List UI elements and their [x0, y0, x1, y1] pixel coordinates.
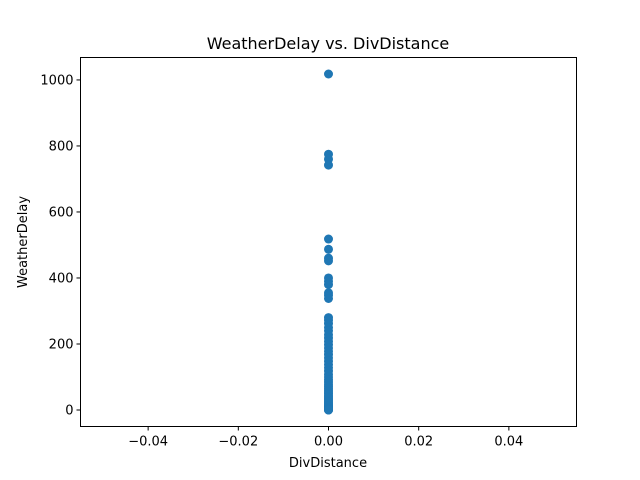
y-axis: 0 200 400 600 800 1000 — [40, 73, 81, 418]
y-tick-label: 1000 — [40, 73, 73, 88]
y-tick-label: 200 — [49, 337, 74, 352]
x-tick-label: 0.02 — [404, 435, 433, 450]
x-axis-label: DivDistance — [289, 456, 367, 471]
scatter-point — [324, 256, 333, 266]
x-tick-label: 0.04 — [494, 435, 523, 450]
y-tick-label: 0 — [65, 403, 73, 418]
scatter-point — [324, 244, 333, 254]
chart-title: WeatherDelay vs. DivDistance — [207, 34, 450, 53]
scatter-point — [324, 160, 333, 170]
x-axis: −0.04 −0.02 0.00 0.02 0.04 — [128, 426, 523, 450]
scatter-point — [324, 234, 333, 244]
x-tick-label: −0.02 — [218, 435, 258, 450]
y-tick-label: 400 — [49, 271, 74, 286]
scatter-point — [324, 293, 333, 303]
data-points — [324, 69, 333, 415]
y-tick-label: 800 — [49, 139, 74, 154]
scatter-point — [324, 69, 333, 79]
x-tick-label: 0.00 — [314, 435, 343, 450]
scatter-point — [324, 280, 333, 290]
x-tick-label: −0.04 — [128, 435, 168, 450]
scatter-point — [324, 405, 333, 415]
y-axis-label: WeatherDelay — [16, 196, 31, 288]
y-tick-label: 600 — [49, 205, 74, 220]
